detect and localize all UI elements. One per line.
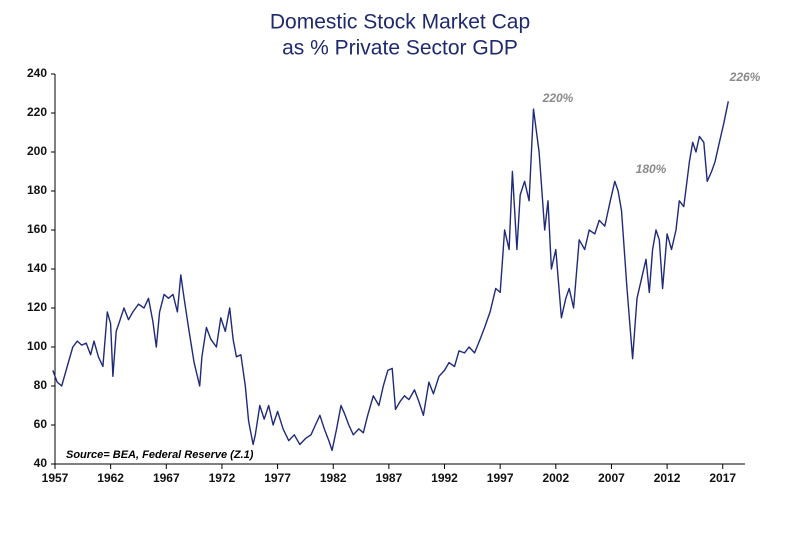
- annotation: 220%: [542, 91, 574, 105]
- x-tick-label: 1967: [153, 471, 180, 485]
- data-line: [52, 101, 729, 452]
- y-tick-label: 200: [27, 144, 47, 158]
- x-tick-label: 1962: [97, 471, 124, 485]
- y-tick-label: 60: [34, 417, 48, 431]
- x-tick-label: 2017: [709, 471, 736, 485]
- y-tick-label: 240: [27, 66, 47, 80]
- y-tick-label: 40: [34, 456, 48, 470]
- x-tick-label: 2002: [542, 471, 569, 485]
- y-tick-label: 160: [27, 222, 47, 236]
- x-tick-label: 1982: [320, 471, 347, 485]
- x-tick-label: 1977: [264, 471, 291, 485]
- y-tick-label: 180: [27, 183, 47, 197]
- y-tick-label: 140: [27, 261, 47, 275]
- source-note: Source= BEA, Federal Reserve (Z.1): [66, 449, 254, 461]
- y-tick-label: 220: [27, 105, 47, 119]
- y-tick-label: 120: [27, 300, 47, 314]
- chart-subtitle: as % Private Sector GDP: [282, 37, 518, 60]
- x-tick-label: 1957: [42, 471, 69, 485]
- x-tick-label: 1987: [376, 471, 403, 485]
- x-tick-label: 1972: [209, 471, 236, 485]
- y-tick-label: 80: [34, 378, 48, 392]
- chart-title: Domestic Stock Market Cap: [270, 11, 530, 34]
- x-tick-label: 1997: [487, 471, 514, 485]
- annotation: 226%: [729, 70, 761, 84]
- y-tick-label: 100: [27, 339, 47, 353]
- x-tick-label: 1992: [431, 471, 458, 485]
- annotation: 180%: [636, 162, 667, 176]
- x-tick-label: 2012: [654, 471, 681, 485]
- x-tick-label: 2007: [598, 471, 625, 485]
